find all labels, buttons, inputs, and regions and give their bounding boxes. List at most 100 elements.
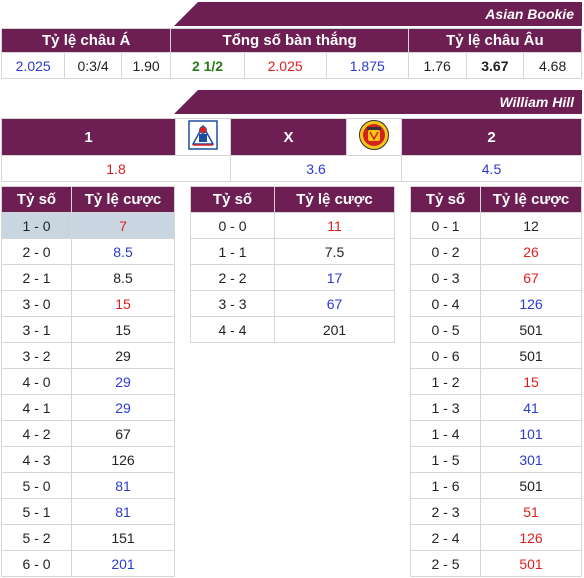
score-row[interactable]: 0 - 1 12: [410, 212, 582, 239]
score-header: Tỷ số: [190, 186, 275, 213]
odds-value: 15: [71, 316, 175, 343]
odds-value: 126: [480, 524, 582, 551]
william-hill-banner: William Hill: [174, 90, 582, 114]
odds-value: 12: [480, 212, 582, 239]
score-value: 5 - 2: [1, 524, 72, 551]
score-header: Tỷ số: [410, 186, 481, 213]
score-row[interactable]: 1 - 1 7.5: [190, 238, 395, 265]
asian-bookie-value: 1.875: [325, 52, 409, 79]
score-value: 0 - 5: [410, 316, 481, 343]
odds-value: 81: [71, 498, 175, 525]
score-value: 2 - 3: [410, 498, 481, 525]
score-value: 4 - 2: [1, 420, 72, 447]
score-row[interactable]: 0 - 0 11: [190, 212, 395, 239]
asian-bookie-value: 2.025: [243, 52, 327, 79]
asian-bookie-title: Asian Bookie: [485, 6, 574, 22]
asian-bookie-table: Tỷ lệ châu Á Tổng số bàn thắng Tỷ lệ châ…: [0, 28, 583, 79]
score-value: 1 - 2: [410, 368, 481, 395]
score-value: 3 - 3: [190, 290, 275, 317]
score-row[interactable]: 3 - 0 15: [1, 290, 175, 317]
william-hill-title: William Hill: [499, 94, 574, 110]
draw-scores-table: Tỷ số Tỷ lệ cược 0 - 0 11 1 - 1 7.5 2 - 2 17 3…: [190, 186, 395, 343]
william-hill-table: 1 X 2 1.8 3.6 4.5: [1, 118, 582, 182]
score-row[interactable]: 2 - 5 501: [410, 550, 582, 577]
score-value: 4 - 1: [1, 394, 72, 421]
odds-header: Tỷ lệ cược: [71, 186, 175, 213]
asian-handicap-header: Tỷ lệ châu Á: [0, 28, 172, 53]
score-row[interactable]: 0 - 5 501: [410, 316, 582, 343]
score-row[interactable]: 2 - 2 17: [190, 264, 395, 291]
score-row[interactable]: 1 - 2 15: [410, 368, 582, 395]
odds-value: 67: [274, 290, 395, 317]
score-row[interactable]: 0 - 3 67: [410, 264, 582, 291]
home-team-logo: [175, 118, 231, 156]
score-value: 3 - 1: [1, 316, 72, 343]
score-value: 2 - 5: [410, 550, 481, 577]
asian-bookie-value: 2 1/2: [170, 52, 245, 79]
odds-value: 11: [274, 212, 395, 239]
score-value: 2 - 1: [1, 264, 72, 291]
score-value: 0 - 0: [190, 212, 275, 239]
score-row[interactable]: 2 - 4 126: [410, 524, 582, 551]
score-row[interactable]: 1 - 4 101: [410, 420, 582, 447]
odds-value: 501: [480, 472, 582, 499]
score-row[interactable]: 2 - 3 51: [410, 498, 582, 525]
score-value: 6 - 0: [1, 550, 72, 577]
odds-value: 81: [71, 472, 175, 499]
score-value: 1 - 4: [410, 420, 481, 447]
score-row[interactable]: 1 - 3 41: [410, 394, 582, 421]
score-value: 4 - 0: [1, 368, 72, 395]
draw-header: X: [230, 118, 347, 156]
odds-value: 17: [274, 264, 395, 291]
score-row[interactable]: 1 - 5 301: [410, 446, 582, 473]
score-row[interactable]: 0 - 2 26: [410, 238, 582, 265]
score-value: 1 - 3: [410, 394, 481, 421]
odds-value: 301: [480, 446, 582, 473]
away-win-scores-table: Tỷ số Tỷ lệ cược 0 - 1 12 0 - 2 26 0 - 3 67 0 …: [410, 186, 582, 577]
score-row[interactable]: 2 - 1 8.5: [1, 264, 175, 291]
odds-value: 201: [274, 316, 395, 343]
away-win-odds: 4.5: [401, 155, 582, 182]
odds-value: 151: [71, 524, 175, 551]
score-row[interactable]: 3 - 1 15: [1, 316, 175, 343]
draw-odds: 3.6: [230, 155, 402, 182]
score-row[interactable]: 0 - 4 126: [410, 290, 582, 317]
score-value: 0 - 1: [410, 212, 481, 239]
manchester-united-crest-icon: [359, 120, 389, 150]
score-value: 1 - 6: [410, 472, 481, 499]
score-row[interactable]: 1 - 6 501: [410, 472, 582, 499]
score-value: 1 - 5: [410, 446, 481, 473]
odds-value: 501: [480, 316, 582, 343]
score-value: 2 - 2: [190, 264, 275, 291]
odds-value: 15: [480, 368, 582, 395]
asian-bookie-values-row: 2.025 0:3/4 1.90 2 1/2 2.025 1.875 1.76 3.67 4.6…: [0, 52, 582, 79]
score-value: 0 - 4: [410, 290, 481, 317]
score-value: 0 - 2: [410, 238, 481, 265]
score-row[interactable]: 5 - 2 151: [1, 524, 175, 551]
score-row[interactable]: 4 - 3 126: [1, 446, 175, 473]
score-value: 5 - 1: [1, 498, 72, 525]
odds-value: 501: [480, 342, 582, 369]
score-row[interactable]: 3 - 2 29: [1, 342, 175, 369]
score-value: 3 - 2: [1, 342, 72, 369]
score-row[interactable]: 4 - 4 201: [190, 316, 395, 343]
score-header: Tỷ số: [1, 186, 72, 213]
odds-value: 8.5: [71, 238, 175, 265]
score-row[interactable]: 6 - 0 201: [1, 550, 175, 577]
score-row[interactable]: 0 - 6 501: [410, 342, 582, 369]
score-row[interactable]: 4 - 0 29: [1, 368, 175, 395]
score-row[interactable]: 5 - 1 81: [1, 498, 175, 525]
score-row[interactable]: 2 - 0 8.5: [1, 238, 175, 265]
asian-bookie-value: 2.025: [0, 52, 66, 79]
score-row[interactable]: 4 - 1 29: [1, 394, 175, 421]
total-goals-header: Tổng số bàn thắng: [170, 28, 409, 53]
crystal-palace-crest-icon: [188, 120, 218, 150]
score-row[interactable]: 4 - 2 67: [1, 420, 175, 447]
asian-bookie-value: 1.76: [407, 52, 467, 79]
odds-value: 8.5: [71, 264, 175, 291]
odds-value: 26: [480, 238, 582, 265]
score-row[interactable]: 3 - 3 67: [190, 290, 395, 317]
score-row[interactable]: 5 - 0 81: [1, 472, 175, 499]
